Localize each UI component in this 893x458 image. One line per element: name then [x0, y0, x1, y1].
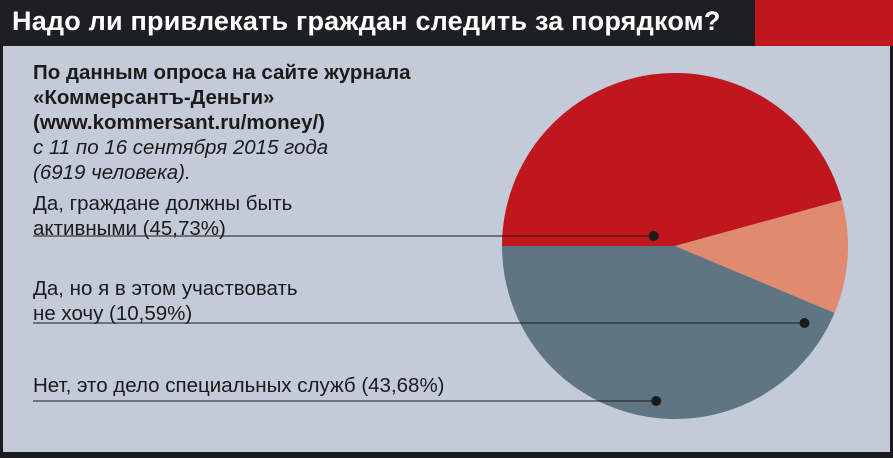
answer-yes-line-1: Да, граждане должны быть: [33, 192, 293, 215]
answer-yes-but-line-2: не хочу (10,59%): [33, 302, 193, 325]
answer-label-yes: Да, граждане должны быть активными (45,7…: [33, 191, 292, 241]
header-bar: [0, 0, 893, 46]
answer-no-line-1: Нет, это дело специальных служб (43,68%): [33, 374, 445, 397]
leader-dot-no: [651, 396, 662, 406]
source-line-1: По данным опроса на сайте журнала: [33, 61, 411, 84]
survey-source-note: По данным опроса на сайте журнала «Комме…: [33, 60, 411, 185]
answer-label-yes-but: Да, но я в этом участвовать не хочу (10,…: [33, 276, 298, 326]
source-line-3: (www.kommersant.ru/money/): [33, 111, 325, 134]
leader-dot-yes-but: [799, 318, 810, 328]
pie-slice-no: [501, 246, 835, 420]
source-line-4: с 11 по 16 сентября 2015 года: [33, 136, 329, 159]
header-accent-block: [755, 0, 893, 46]
source-line-5: (6919 человека).: [33, 161, 191, 184]
leader-dot-yes: [648, 231, 659, 241]
pie-slice-yes-but: [675, 200, 849, 313]
chart-title: Надо ли привлекать граждан следить за по…: [12, 6, 721, 36]
pie-slice-yes: [502, 73, 842, 246]
answer-label-no: Нет, это дело специальных служб (43,68%): [33, 373, 445, 398]
answer-yes-but-line-1: Да, но я в этом участвовать: [33, 277, 298, 300]
answer-yes-line-2: активными (45,73%): [33, 217, 226, 240]
source-line-2: «Коммерсантъ-Деньги»: [33, 86, 275, 109]
